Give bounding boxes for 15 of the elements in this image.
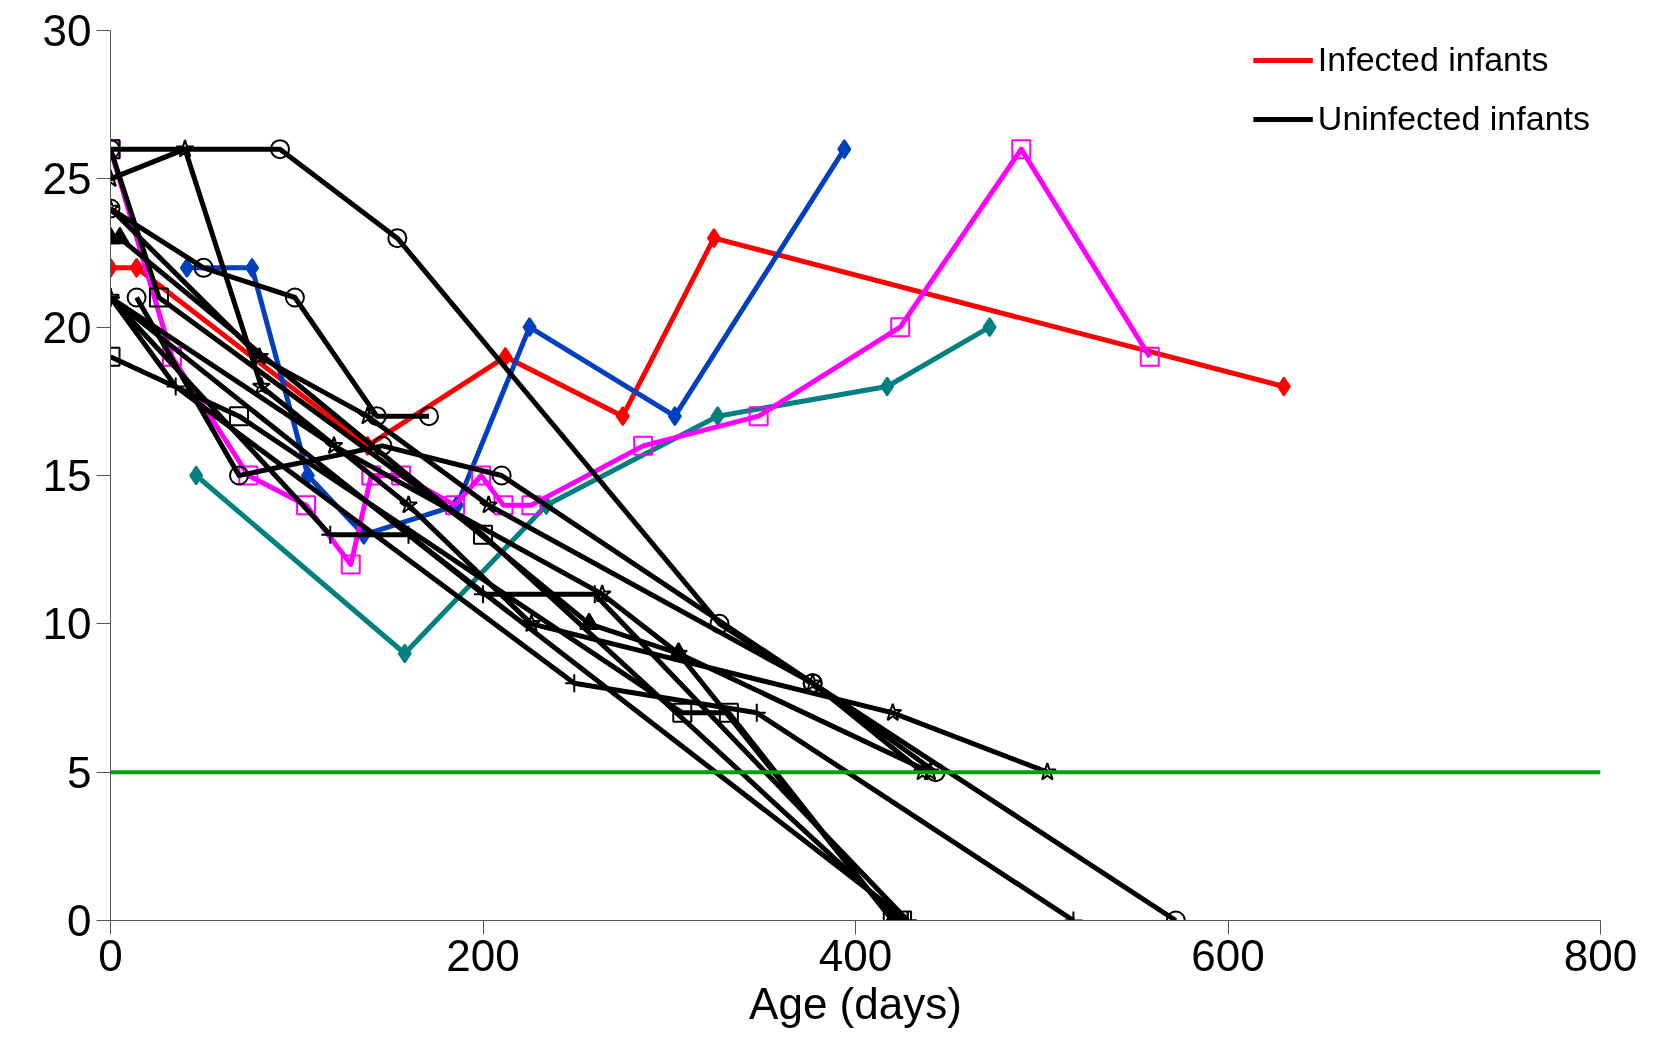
legend-label: Uninfected infants xyxy=(1317,99,1590,138)
y-tick-label: 10 xyxy=(42,599,92,649)
y-tick-label: 30 xyxy=(42,6,92,55)
x-tick-label: 400 xyxy=(818,930,893,980)
x-tick-label: 800 xyxy=(1563,930,1638,980)
y-tick-label: 25 xyxy=(42,154,92,204)
legend-label: Infected infants xyxy=(1317,40,1549,79)
x-tick-label: 600 xyxy=(1191,930,1265,980)
y-tick-label: 20 xyxy=(42,302,92,352)
x-tick-label: 0 xyxy=(98,930,123,980)
x-axis-title: Age (days) xyxy=(749,978,962,1028)
x-tick-label: 200 xyxy=(446,930,520,980)
y-tick-label: 15 xyxy=(42,451,92,500)
y-tick-label: 0 xyxy=(67,896,92,945)
y-tick-label: 5 xyxy=(67,747,92,797)
